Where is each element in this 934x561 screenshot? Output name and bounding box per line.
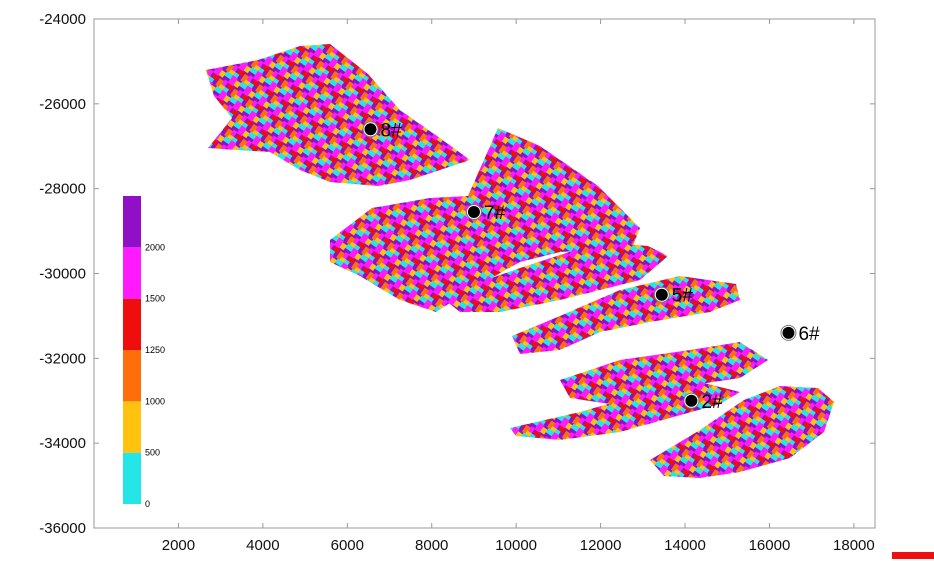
well-label: 8# [381,120,403,141]
colorbar-label: 500 [145,448,160,458]
y-tick-label: -28000 [39,181,86,198]
y-tick-label: -34000 [39,435,86,452]
well-marker [655,288,668,301]
x-tick-label: 10000 [495,537,537,554]
y-tick-label: -26000 [39,96,86,113]
red-marker [892,552,934,559]
colorbar-segment [123,247,141,299]
reservoir-map [206,44,834,478]
colorbar-segment [123,196,141,248]
colorbar-segment [123,452,141,504]
colorbar-segment [123,298,141,350]
x-axis: 2000 4000 6000 8000 10000 12000 14000 16000 1800… [162,19,875,554]
x-tick-label: 16000 [749,537,791,554]
region-south-2 [510,382,740,440]
well-marker [467,205,480,218]
colorbar-label: 1250 [145,345,165,355]
x-tick-label: 14000 [664,537,706,554]
y-tick-label: -24000 [39,11,86,28]
x-tick-label: 2000 [162,537,195,554]
x-tick-label: 12000 [580,537,622,554]
y-tick-label: -32000 [39,350,86,367]
colorbar-label: 2000 [145,242,165,252]
region-middle [440,242,668,312]
region-south-1 [560,342,768,404]
colorbar-segment [123,401,141,453]
region-middle-south [512,276,740,354]
colorbar-label: 0 [145,499,150,509]
well-label: 6# [798,324,820,345]
x-tick-label: 18000 [833,537,875,554]
x-tick-label: 6000 [331,537,364,554]
y-tick-label: -30000 [39,266,86,283]
wells: 8# 7# 5# 6# 2# [362,120,820,413]
well-label: 2# [701,392,723,413]
x-tick-label: 8000 [415,537,448,554]
colorbar-label: 1500 [145,294,165,304]
y-axis: -24000 -26000 -28000 -30000 -32000 -34000 -360… [39,11,875,537]
well-label: 7# [484,203,506,224]
colorbar-label: 1000 [145,396,165,406]
region-southeast [650,386,834,478]
x-tick-label: 4000 [246,537,279,554]
well-marker [364,123,377,136]
well-marker [685,394,698,407]
colorbar-segment [123,350,141,402]
y-tick-label: -36000 [39,520,86,537]
region-middle-north [330,128,640,312]
well-marker [782,326,795,339]
colorbar: 0 500 1000 1250 1500 2000 [123,196,165,509]
region-northwest [206,44,470,186]
well-label: 5# [672,286,694,307]
